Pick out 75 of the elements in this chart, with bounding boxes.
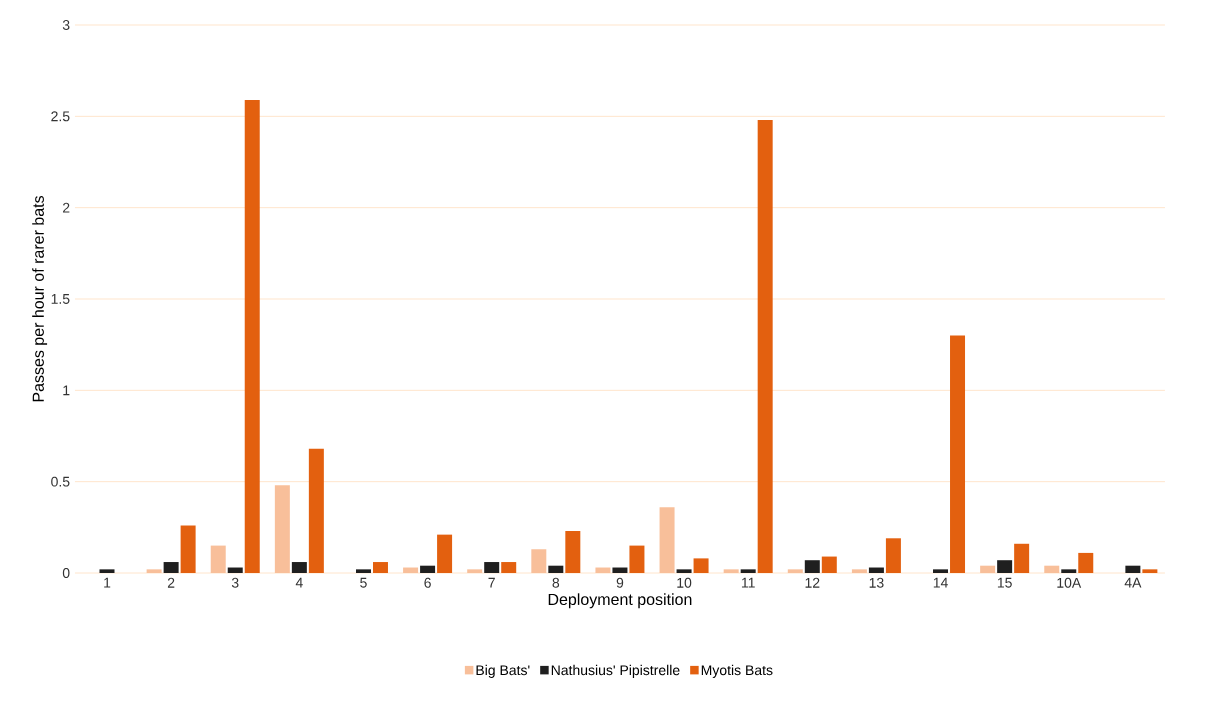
bar — [244, 99, 260, 573]
bar — [1142, 569, 1158, 573]
x-tick-label: 8 — [552, 577, 560, 588]
y-tick-label: 2.5 — [51, 111, 70, 122]
bar — [723, 569, 739, 573]
bar — [437, 534, 453, 573]
bar — [676, 569, 692, 573]
y-tick-label: 2 — [62, 202, 70, 213]
bar — [1125, 565, 1141, 573]
x-tick-label: 3 — [231, 577, 239, 588]
x-tick-label: 10 — [677, 577, 692, 588]
bar — [565, 530, 581, 573]
bar — [933, 569, 949, 573]
x-tick-label: 9 — [616, 577, 624, 588]
x-tick-label: 10A — [1057, 577, 1082, 588]
x-tick-label: 2 — [167, 577, 175, 588]
bar — [821, 556, 837, 573]
bar — [1044, 565, 1060, 573]
bar — [291, 562, 307, 573]
bar — [99, 569, 115, 573]
y-tick-label: 0.5 — [51, 476, 70, 487]
x-axis-title: Deployment position — [548, 593, 692, 609]
bar — [1014, 543, 1030, 573]
bar — [548, 565, 564, 573]
x-tick-label: 7 — [488, 577, 495, 588]
bar — [851, 569, 867, 573]
x-tick-label: 13 — [869, 577, 884, 588]
bar — [757, 119, 773, 573]
bar — [868, 567, 884, 573]
bar — [659, 507, 675, 573]
bar — [210, 545, 226, 573]
bar — [180, 525, 196, 573]
bar — [885, 538, 901, 573]
bar — [531, 549, 547, 573]
bar — [997, 560, 1013, 573]
legend-label: Big Bats' — [476, 664, 530, 678]
bar — [274, 485, 290, 573]
x-tick-label: 14 — [933, 577, 948, 588]
y-axis-title: Passes per hour of rarer bats — [32, 196, 48, 402]
bar — [372, 562, 388, 573]
bar — [308, 448, 324, 573]
legend-label: Myotis Bats — [701, 664, 773, 678]
bar — [595, 567, 611, 573]
bar — [355, 569, 371, 573]
bar — [146, 569, 162, 573]
bar — [612, 567, 628, 573]
x-tick-label: 1 — [104, 577, 111, 588]
y-tick-label: 1 — [63, 385, 70, 396]
x-tick-label: 11 — [741, 577, 755, 588]
legend-label: Nathusius' Pipistrelle — [551, 664, 680, 678]
bar — [787, 569, 803, 573]
bar — [980, 565, 996, 573]
bar — [163, 562, 179, 573]
x-tick-label: 6 — [424, 577, 431, 588]
y-tick-label: 1.5 — [51, 294, 70, 304]
bar — [950, 335, 966, 573]
bar — [804, 560, 820, 573]
x-tick-label: 12 — [805, 577, 820, 588]
bar — [420, 565, 436, 573]
bar — [227, 567, 243, 573]
x-tick-label: 15 — [997, 577, 1012, 588]
x-tick-label: 4A — [1124, 577, 1142, 588]
bar — [740, 569, 756, 573]
x-tick-label: 5 — [360, 577, 367, 588]
bar — [467, 569, 483, 573]
bar — [501, 562, 517, 573]
x-tick-label: 4 — [295, 577, 303, 588]
y-tick-label: 0 — [62, 568, 70, 578]
y-tick-label: 3 — [62, 20, 70, 30]
bar — [403, 567, 419, 573]
bar — [1061, 569, 1077, 573]
bar — [484, 562, 500, 573]
bar — [693, 558, 709, 573]
bar — [629, 545, 645, 573]
bar — [1078, 552, 1094, 573]
